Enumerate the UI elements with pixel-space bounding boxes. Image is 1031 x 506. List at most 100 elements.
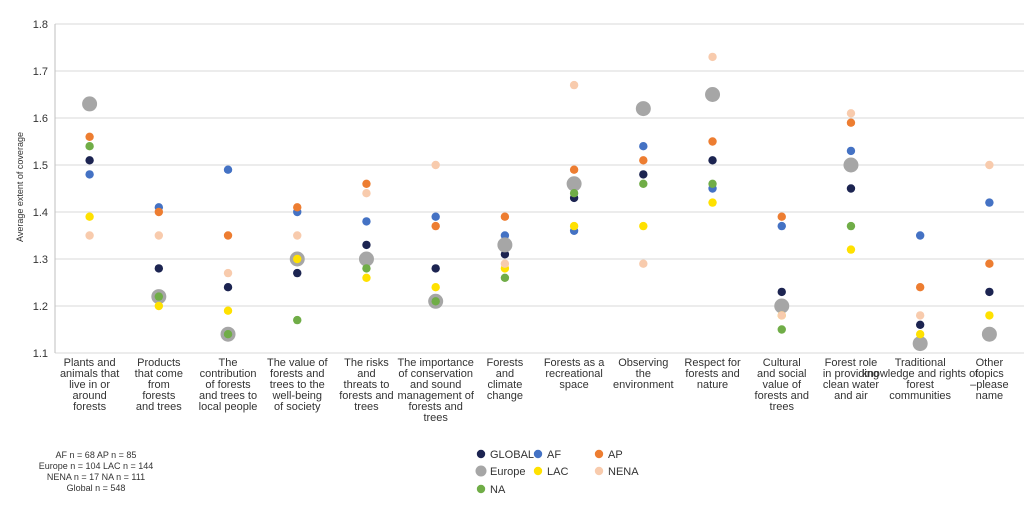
note-line: Europe n = 104 LAC n = 144 bbox=[38, 461, 154, 471]
legend-marker bbox=[476, 449, 486, 459]
data-point-global bbox=[154, 264, 164, 273]
data-point-na bbox=[846, 221, 856, 231]
x-tick-label: Traditional knowledge and rights of forest… bbox=[862, 357, 979, 402]
y-tick-label: 1.6 bbox=[33, 113, 48, 125]
legend: GLOBAL AF AP Europe LAC NENA NA bbox=[475, 449, 639, 496]
data-point-europe bbox=[981, 326, 997, 342]
legend-label: NENA bbox=[608, 466, 639, 478]
data-point-af bbox=[85, 170, 94, 179]
legend-label: GLOBAL bbox=[490, 449, 534, 461]
note-line: NENA n = 17 NA n = 111 bbox=[46, 472, 146, 482]
data-point-nena bbox=[777, 311, 786, 320]
data-point-europe bbox=[774, 298, 790, 314]
data-point-ap bbox=[85, 132, 94, 141]
legend-label: AF bbox=[547, 449, 561, 461]
data-point-af bbox=[985, 198, 994, 207]
data-point-ap bbox=[500, 212, 510, 221]
data-point-ap bbox=[777, 212, 786, 221]
data-point-ap bbox=[639, 156, 648, 165]
data-point-global bbox=[85, 156, 94, 165]
sample-size-notes: AF n = 68 AP n = 85 Europe n = 104 LAC n… bbox=[6, 450, 186, 494]
data-point-europe bbox=[566, 176, 582, 192]
data-point-lac bbox=[569, 221, 579, 231]
data-point-af bbox=[223, 165, 233, 174]
data-point-nena bbox=[639, 259, 648, 268]
data-point-ap bbox=[846, 118, 856, 127]
x-tick-label: Forests as a recreational space bbox=[544, 357, 605, 391]
data-point-global bbox=[846, 184, 856, 193]
data-point-global bbox=[362, 240, 371, 250]
data-point-na bbox=[569, 189, 579, 198]
data-point-lac bbox=[985, 311, 994, 320]
data-point-nena bbox=[708, 52, 717, 62]
legend-marker bbox=[476, 484, 486, 494]
data-point-lac bbox=[639, 221, 648, 231]
x-tick-label: The importance of conservation and sound ma… bbox=[397, 357, 474, 424]
data-point-lac bbox=[293, 254, 302, 264]
x-tick-label: Forest role in providing clean water and ai… bbox=[823, 357, 880, 402]
data-point-ap bbox=[362, 179, 371, 188]
data-point-lac bbox=[154, 301, 164, 311]
x-tick-label: Forests and climate change bbox=[487, 357, 524, 402]
x-axis: Plants and animals that live in or around fo… bbox=[60, 357, 1009, 424]
data-point-europe bbox=[497, 237, 513, 253]
legend-label: Europe bbox=[490, 466, 525, 478]
data-point-nena bbox=[985, 160, 994, 170]
data-point-nena bbox=[915, 311, 925, 320]
data-point-na bbox=[708, 179, 717, 188]
data-point-ap bbox=[431, 221, 440, 231]
data-point-lac bbox=[915, 330, 925, 339]
data-point-na bbox=[777, 325, 786, 334]
data-point-nena bbox=[362, 189, 371, 198]
data-points bbox=[82, 52, 997, 352]
x-tick-label: Plants and animals that live in or around fo… bbox=[60, 357, 119, 413]
legend-marker bbox=[533, 466, 543, 476]
data-point-nena bbox=[431, 160, 440, 170]
x-tick-label: Products that come from forests and trees bbox=[135, 357, 183, 413]
data-point-af bbox=[639, 142, 648, 151]
data-point-na bbox=[500, 273, 510, 282]
x-tick-label: Observing the environment bbox=[613, 357, 674, 391]
data-point-global bbox=[777, 287, 786, 297]
data-point-ap bbox=[154, 207, 164, 217]
data-point-global bbox=[915, 320, 925, 329]
data-point-na bbox=[293, 315, 302, 325]
legend-label: LAC bbox=[547, 466, 568, 478]
data-point-na bbox=[431, 297, 440, 306]
data-point-lac bbox=[223, 306, 233, 315]
data-point-na bbox=[223, 330, 233, 339]
data-point-lac bbox=[846, 245, 856, 254]
note-line: Global n = 548 bbox=[66, 483, 126, 493]
y-tick-label: 1.2 bbox=[33, 301, 48, 313]
x-tick-label: Cultural and social value of forests and tre… bbox=[755, 357, 809, 413]
y-tick-label: 1.4 bbox=[33, 207, 48, 219]
data-point-nena bbox=[500, 259, 510, 268]
data-point-ap bbox=[569, 165, 579, 174]
data-point-ap bbox=[915, 283, 925, 292]
data-point-nena bbox=[846, 109, 856, 118]
x-tick-label: Other topics –please name bbox=[970, 357, 1009, 402]
data-point-na bbox=[85, 142, 94, 151]
data-point-na bbox=[362, 264, 371, 273]
data-point-europe bbox=[635, 101, 651, 117]
legend-marker-europe bbox=[475, 465, 487, 477]
data-point-na bbox=[154, 292, 164, 301]
legend-marker bbox=[594, 466, 604, 476]
data-point-global bbox=[293, 268, 302, 278]
data-point-nena bbox=[223, 268, 233, 278]
x-tick-label: The value of forests and trees to the well-… bbox=[267, 357, 328, 413]
data-point-europe bbox=[843, 157, 859, 173]
data-point-af bbox=[846, 146, 856, 156]
data-point-lac bbox=[85, 212, 94, 221]
data-point-global bbox=[639, 170, 648, 179]
data-point-ap bbox=[293, 203, 302, 212]
data-point-global bbox=[708, 156, 717, 165]
note-line: AF n = 68 AP n = 85 bbox=[55, 450, 137, 460]
legend-marker bbox=[594, 449, 604, 459]
x-tick-label: Respect for forests and nature bbox=[684, 357, 741, 391]
data-point-global bbox=[431, 264, 440, 273]
y-tick-label: 1.1 bbox=[33, 348, 48, 360]
data-point-europe bbox=[358, 251, 374, 267]
data-point-global bbox=[223, 283, 233, 292]
